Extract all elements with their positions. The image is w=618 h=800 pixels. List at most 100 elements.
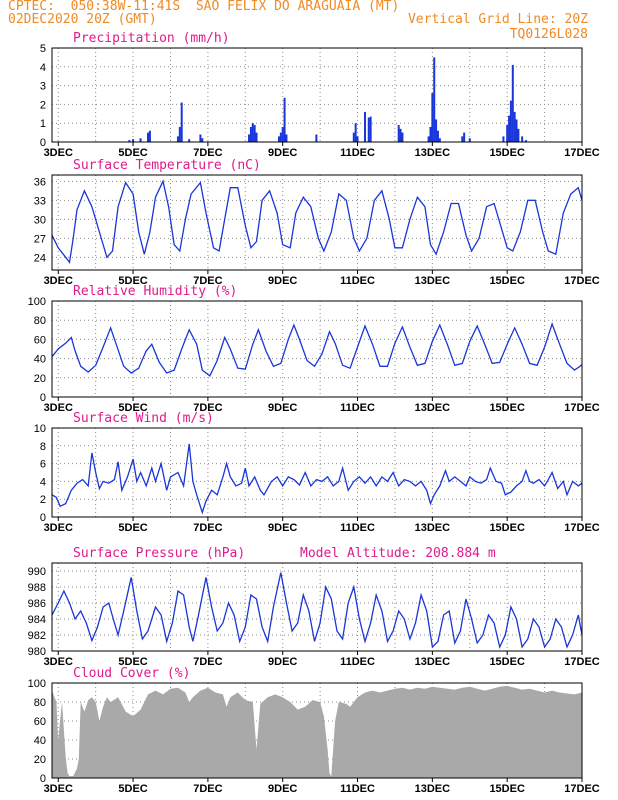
precip-bar <box>513 111 516 142</box>
precip-bar <box>435 119 438 142</box>
panel-frame <box>51 562 583 652</box>
precip-bar <box>515 119 518 142</box>
precip-bar <box>521 136 524 142</box>
y-tick-label: 3 <box>40 81 46 93</box>
panel-1: Precipitation (mm/h) 0 1 2 3 4 5 3DEC 5DEC 7DEC 9D… <box>40 31 600 159</box>
precip-bar <box>249 126 252 142</box>
x-tick-label: 9DEC <box>268 656 297 668</box>
y-tick-label: 36 <box>34 176 46 188</box>
x-tick-label: 13DEC <box>415 522 451 534</box>
y-tick-label: 984 <box>28 614 46 626</box>
y-tick-label: 4 <box>40 62 46 74</box>
x-tick-label: 13DEC <box>415 402 451 414</box>
y-tick-label: 986 <box>28 598 46 610</box>
y-tick-label: 980 <box>28 646 46 658</box>
precip-bar <box>199 134 202 142</box>
y-tick-label: 0 <box>40 137 46 149</box>
precip-bar <box>369 116 372 142</box>
precip-bar <box>285 134 288 142</box>
x-tick-label: 3DEC <box>44 275 73 287</box>
precip-bar <box>283 97 286 142</box>
x-tick-label: 15DEC <box>489 656 525 668</box>
y-tick-label: 5 <box>40 43 46 55</box>
precip-bar <box>352 132 355 142</box>
precip-bar <box>427 136 430 142</box>
precip-bar <box>356 136 359 142</box>
precip-bar <box>354 123 357 142</box>
precip-bar <box>429 126 432 142</box>
precip-bar <box>277 136 280 142</box>
y-tick-label: 40 <box>34 735 46 747</box>
panel-frame <box>51 427 583 518</box>
x-tick-label: 7DEC <box>193 402 222 414</box>
y-tick-label: 80 <box>34 697 46 709</box>
y-tick-label: 24 <box>34 252 46 264</box>
precip-bar <box>251 123 254 142</box>
x-tick-label: 7DEC <box>193 783 222 795</box>
precip-bar <box>511 64 514 142</box>
x-tick-label: 15DEC <box>489 402 525 414</box>
header-date: 02DEC2020 20Z (GMT) <box>8 12 157 27</box>
y-tick-label: 990 <box>28 566 46 578</box>
precip-bar <box>438 138 441 142</box>
panel-title: Relative Humidity (%) <box>73 284 237 299</box>
y-tick-label: 60 <box>34 716 46 728</box>
x-tick-label: 3DEC <box>44 147 73 159</box>
x-tick-label: 17DEC <box>564 656 600 668</box>
x-tick-label: 13DEC <box>415 147 451 159</box>
y-tick-label: 6 <box>40 459 46 471</box>
x-tick-label: 11DEC <box>340 783 375 795</box>
cloud-cover-area <box>52 685 582 778</box>
x-tick-label: 5DEC <box>118 147 147 159</box>
precip-bar <box>506 125 509 142</box>
x-tick-label: 9DEC <box>268 275 297 287</box>
x-tick-label: 13DEC <box>415 656 451 668</box>
x-tick-label: 5DEC <box>118 402 147 414</box>
x-tick-label: 11DEC <box>340 522 375 534</box>
precip-bar <box>178 126 181 142</box>
y-tick-label: 0 <box>40 773 46 785</box>
y-tick-label: 80 <box>34 315 46 327</box>
x-tick-label: 13DEC <box>415 275 451 287</box>
precip-bar <box>399 128 402 142</box>
series-line <box>51 443 583 515</box>
y-tick-label: 982 <box>28 630 46 642</box>
x-tick-label: 15DEC <box>489 522 525 534</box>
y-tick-label: 0 <box>40 512 46 524</box>
precip-bar <box>201 138 204 142</box>
panel-annotation: Model Altitude: 208.884 m <box>300 546 496 561</box>
x-tick-label: 9DEC <box>268 402 297 414</box>
precip-bar <box>524 140 527 142</box>
y-tick-label: 100 <box>28 678 46 690</box>
panel-title: Surface Wind (m/s) <box>73 411 214 426</box>
panel-4: Surface Wind (m/s) 0 2 4 6 8 10 3DEC 5DEC 7DEC 9DE… <box>34 411 600 534</box>
panel-5: Surface Pressure (hPa) Model Altitude: 20… <box>28 546 600 668</box>
precip-bar <box>188 139 191 142</box>
x-tick-label: 17DEC <box>564 275 600 287</box>
panel-3: Relative Humidity (%) 0 20 40 60 80 100 3DEC 5DE… <box>28 284 600 414</box>
panel-title: Cloud Cover (%) <box>73 666 190 681</box>
y-tick-label: 2 <box>40 494 46 506</box>
x-tick-label: 7DEC <box>193 522 222 534</box>
x-tick-label: 3DEC <box>44 783 73 795</box>
x-tick-label: 9DEC <box>268 522 297 534</box>
precip-bar <box>364 111 367 142</box>
precip-bar <box>148 130 151 142</box>
y-tick-label: 100 <box>28 296 46 308</box>
y-tick-label: 8 <box>40 441 46 453</box>
precip-bar <box>367 117 370 142</box>
y-tick-label: 30 <box>34 214 46 226</box>
precip-bar <box>139 138 142 142</box>
x-tick-label: 9DEC <box>268 783 297 795</box>
precip-bar <box>468 138 471 142</box>
precip-bar <box>397 125 400 142</box>
x-tick-label: 17DEC <box>564 147 600 159</box>
precip-bar <box>248 134 251 142</box>
panel-2: Surface Temperature (nC) 24 27 30 33 36 3DEC 5D… <box>34 158 600 287</box>
precip-bar <box>128 140 131 142</box>
series-line <box>51 179 583 265</box>
x-tick-label: 15DEC <box>489 147 525 159</box>
panel-title: Surface Pressure (hPa) <box>73 546 245 561</box>
x-tick-label: 3DEC <box>44 402 73 414</box>
